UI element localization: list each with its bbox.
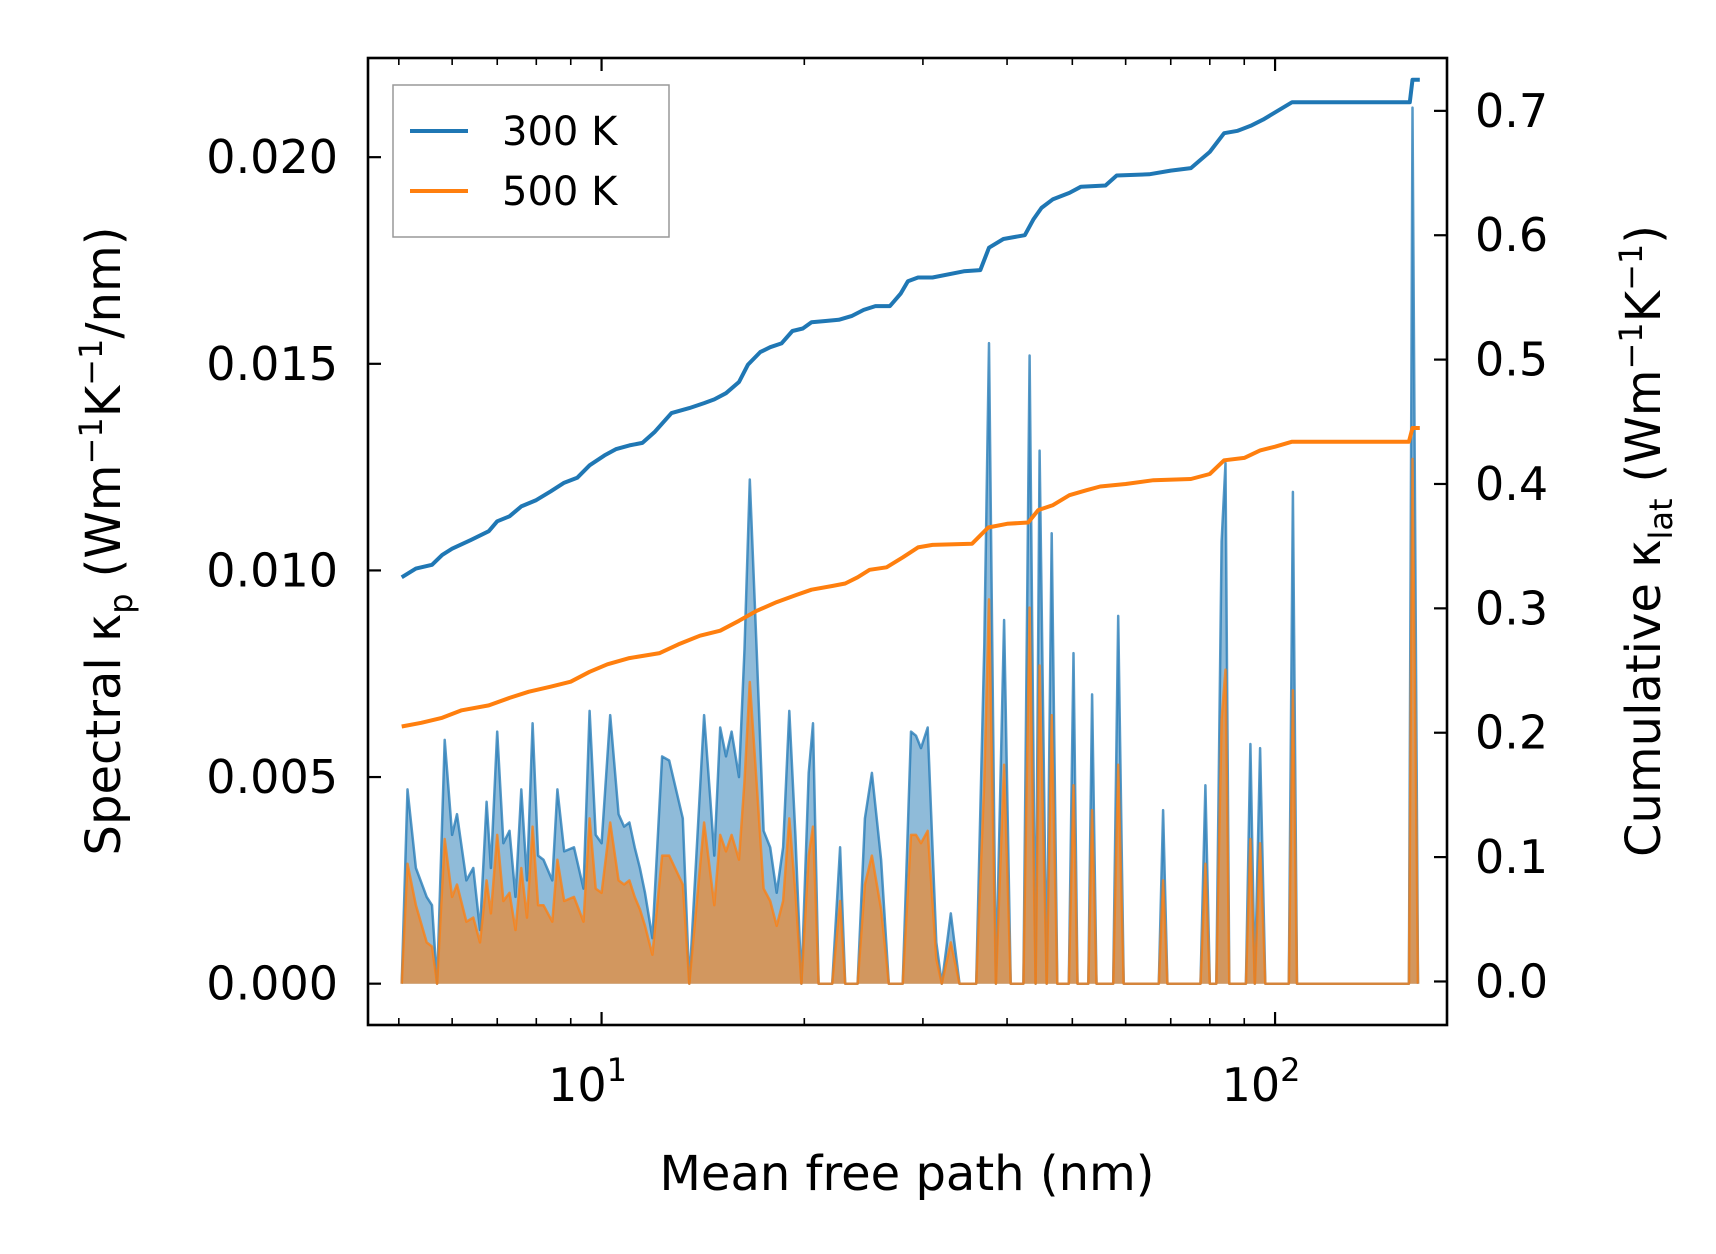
y-right-tick-label: 0.1 (1475, 830, 1548, 884)
y-right-main: Cumulative κ (1616, 540, 1672, 858)
y-left-main: Spectral κ (76, 614, 132, 856)
y-right-tail: ) (1616, 225, 1672, 244)
y-left-unit: (Wm (76, 464, 132, 577)
y-right-tick-label: 0.5 (1475, 333, 1548, 387)
y-axis-right-title: Cumulative κlat(Wm−1K−1) (1612, 225, 1680, 857)
y-left-sup2: −1 (72, 339, 110, 386)
y-right-sup2: −1 (1612, 244, 1650, 291)
y-left-tail: /nm) (76, 227, 132, 339)
spectral-layer (400, 106, 1420, 985)
x-tick-label: 102 (1222, 1051, 1301, 1112)
y-right-sub: lat (1642, 498, 1680, 539)
plot-frame (366, 56, 1449, 1027)
legend-box (392, 84, 670, 238)
y-left-tick-label: 0.020 (206, 130, 338, 184)
y-right-tick-label: 0.4 (1475, 457, 1548, 511)
y-axis-left-title: Spectral κp(Wm−1K−1/nm) (72, 227, 140, 856)
y-right-k: K (1616, 289, 1672, 322)
y-left-tick-label: 0.000 (206, 957, 338, 1011)
ticks-layer: 101 102 0.000 0.005 0.010 0.015 0.020 0.0 0.1 0.2… (206, 58, 1548, 1112)
cumulative-layer (400, 77, 1420, 729)
x-tick-label: 101 (548, 1051, 627, 1112)
spectral-500k-area (401, 458, 1418, 984)
y-right-tick-label: 0.3 (1475, 581, 1548, 635)
y-right-tick-label: 0.0 (1475, 954, 1548, 1008)
y-left-k: K (76, 384, 132, 417)
y-left-tick-label: 0.005 (206, 750, 338, 804)
y-right-sup1: −1 (1612, 322, 1650, 369)
y-left-sup1: −1 (72, 417, 110, 464)
y-right-tick-label: 0.6 (1475, 208, 1548, 262)
y-right-tick-label: 0.2 (1475, 706, 1548, 760)
y-left-tick-label: 0.010 (206, 543, 338, 597)
cumulative-300k-line (400, 77, 1420, 580)
x-axis-title: Mean free path (nm) (660, 1146, 1155, 1202)
legend-label-500k: 500 K (502, 169, 619, 215)
legend-label-300k: 300 K (502, 109, 619, 155)
cumulative-500k-line (401, 426, 1420, 729)
y-right-tick-label: 0.7 (1475, 84, 1548, 138)
legend: 300 K 500 K (392, 84, 670, 238)
y-right-unit: (Wm (1616, 370, 1672, 483)
spectral-500k-line (400, 457, 1420, 985)
y-left-sub: p (102, 593, 140, 613)
y-left-tick-label: 0.015 (206, 337, 338, 391)
